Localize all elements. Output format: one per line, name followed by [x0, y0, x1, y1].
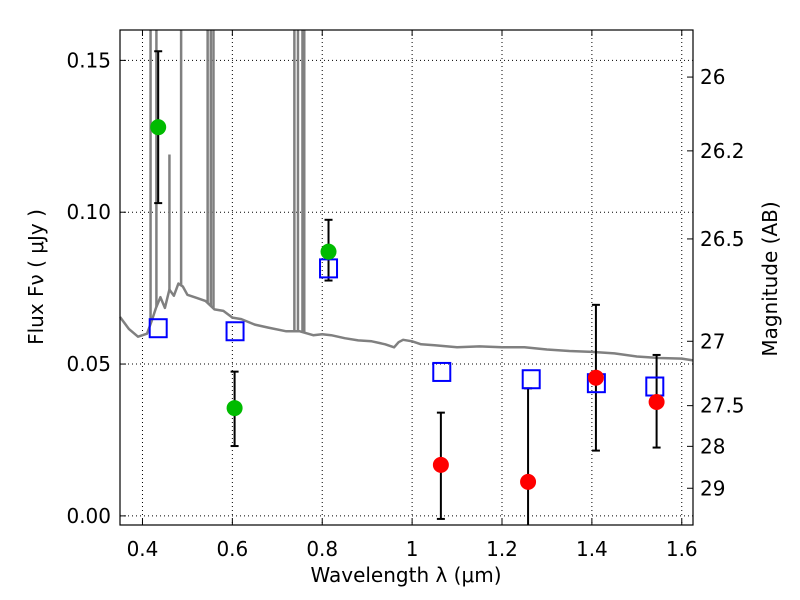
x-tick-label: 0.6: [216, 537, 248, 561]
green-data-point: [150, 119, 167, 136]
green-data-point: [320, 243, 337, 260]
plot-area: [118, 30, 694, 525]
plot-frame: [119, 29, 694, 526]
x-axis-label: Wavelength λ (μm): [310, 563, 501, 587]
mag-tick-label: 28: [700, 434, 725, 458]
mag-tick-label: 26.2: [700, 139, 745, 163]
y-tick-label: 0.10: [66, 200, 111, 224]
y-tick-label: 0.00: [66, 504, 111, 528]
red-data-point: [587, 369, 604, 386]
x-tick-label: 1: [406, 537, 419, 561]
y-tick-label: 0.15: [66, 48, 111, 72]
mag-tick-label: 27: [700, 329, 725, 353]
axis-ticks: 0.4 0.6 0.8 1 1.2 1.4 1.6 0.00 0.05 0.10 0.15 26 26.…: [66, 30, 745, 561]
red-data-point: [520, 473, 537, 490]
x-tick-label: 1.6: [666, 537, 698, 561]
model-point: [645, 376, 665, 397]
y-tick-label: 0.05: [66, 352, 111, 376]
right-axis-label: Magnitude (AB): [758, 201, 782, 356]
red-data-point: [648, 394, 665, 411]
x-tick-label: 1.4: [576, 537, 608, 561]
model-point: [432, 361, 452, 382]
mag-tick-label: 26: [700, 65, 725, 89]
model-point: [148, 318, 168, 339]
mag-tick-label: 29: [700, 476, 725, 500]
model-point: [521, 369, 541, 390]
y-axis-label: Flux Fν ( μJy ): [24, 209, 48, 345]
green-data-point: [226, 400, 243, 417]
red-data-point: [432, 456, 449, 473]
sed-line: [118, 282, 694, 362]
grid-lines: [120, 30, 693, 525]
x-tick-label: 1.2: [486, 537, 518, 561]
model-point: [225, 321, 245, 342]
x-tick-label: 0.4: [127, 537, 159, 561]
mag-tick-label: 26.5: [700, 227, 745, 251]
x-tick-label: 0.8: [306, 537, 338, 561]
mag-tick-label: 27.5: [700, 394, 745, 418]
